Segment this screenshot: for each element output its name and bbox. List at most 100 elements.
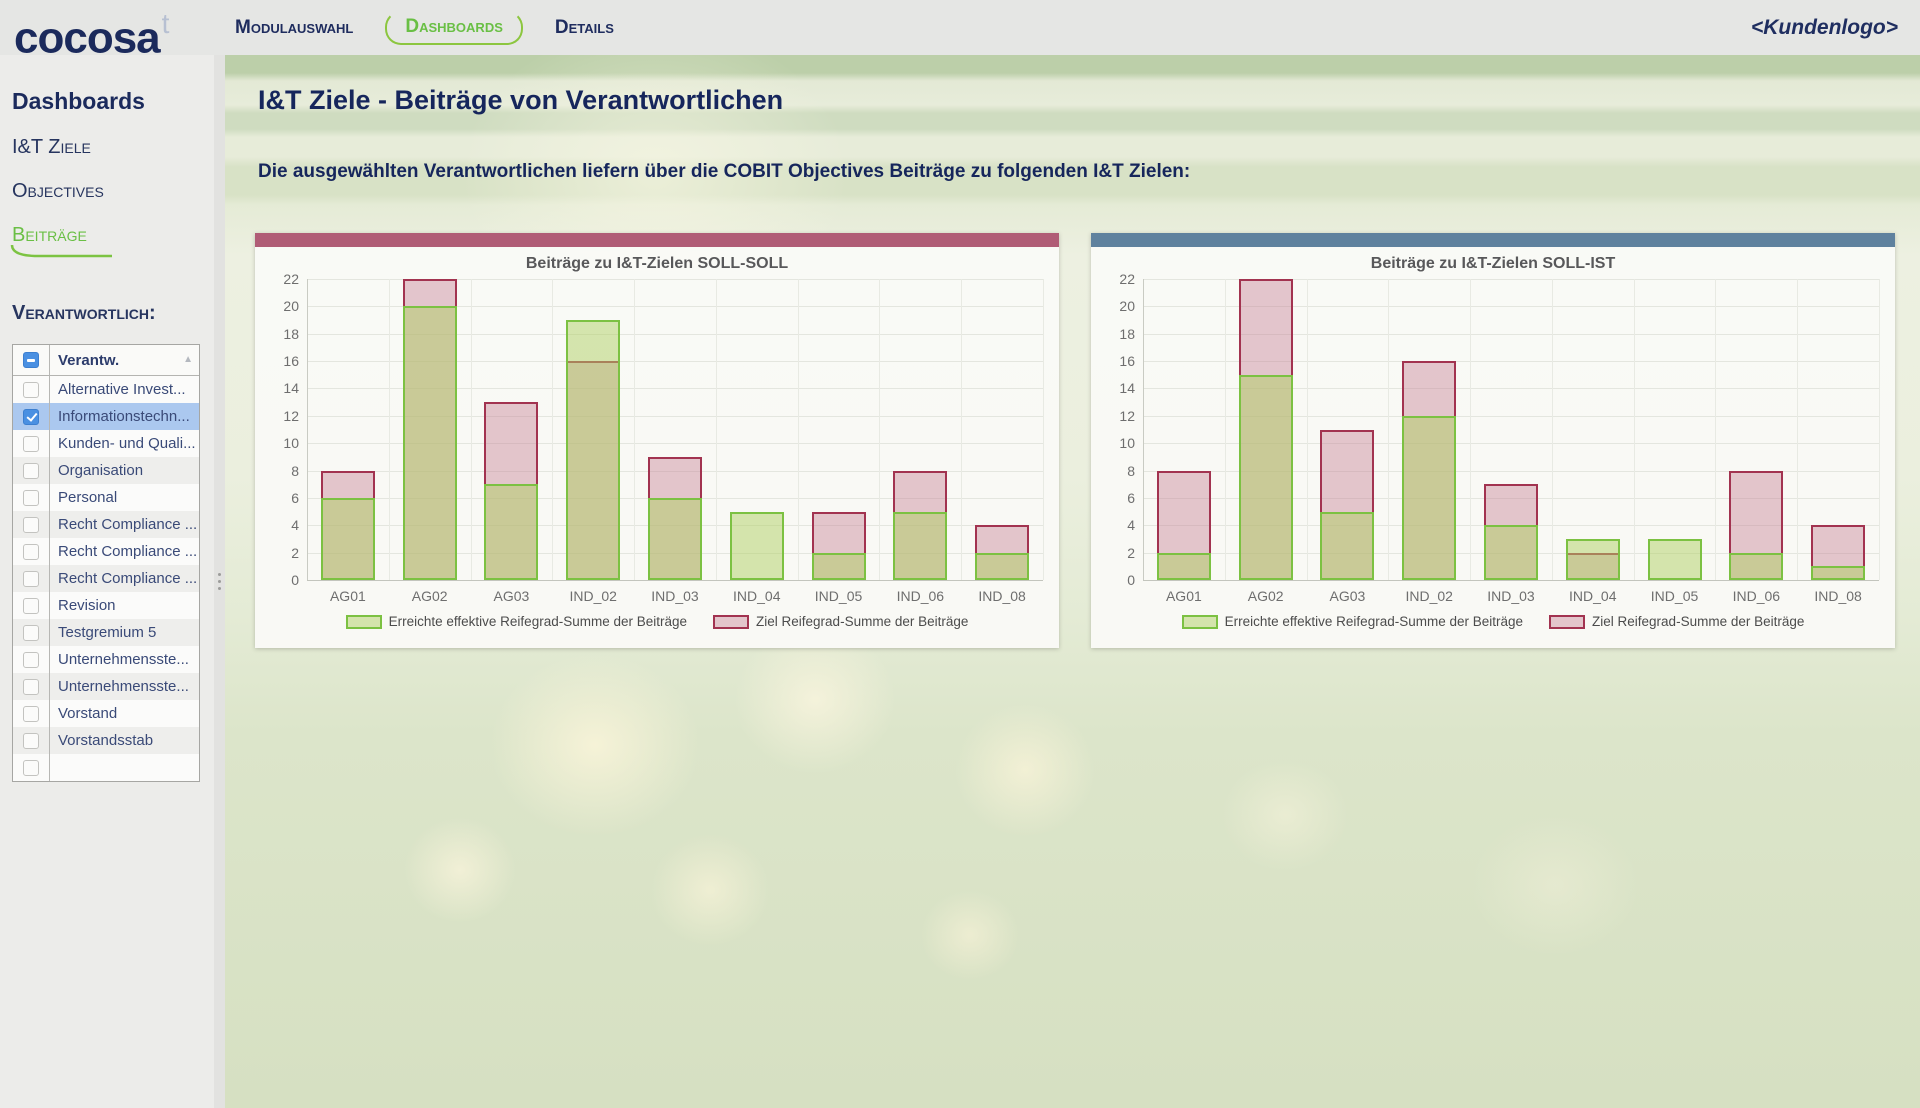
y-axis-label: 22: [1119, 271, 1135, 287]
row-checkbox[interactable]: [23, 543, 39, 560]
filter-row[interactable]: Vorstandsstab: [13, 727, 199, 754]
gridline-horizontal: [1143, 361, 1879, 363]
bar-erreicht-IND_05[interactable]: [1647, 538, 1702, 580]
filter-row[interactable]: Recht Compliance ...: [13, 565, 199, 592]
gridline-horizontal: [307, 361, 1043, 363]
row-checkbox[interactable]: [23, 624, 39, 641]
sidebar-item-it-ziele[interactable]: I&T Ziele: [12, 136, 91, 158]
legend-label: Erreichte effektive Reifegrad-Summe der …: [1224, 614, 1524, 629]
bar-erreicht-AG01[interactable]: [1156, 552, 1211, 580]
bar-erreicht-IND_02[interactable]: [1402, 415, 1457, 580]
gridline-horizontal: [1143, 333, 1879, 335]
nav-item-modulauswahl[interactable]: Modulauswahl: [235, 16, 354, 38]
row-label: Recht Compliance ...: [58, 543, 198, 560]
bar-erreicht-IND_06[interactable]: [1729, 552, 1784, 580]
filter-row[interactable]: Revision: [13, 592, 199, 619]
legend-swatch: [345, 614, 382, 629]
gridline-horizontal: [1143, 279, 1879, 280]
legend-item-ziel: Ziel Reifegrad-Summe der Beiträge: [713, 614, 968, 629]
filter-row[interactable]: [13, 754, 199, 781]
sidebar-item-beitraege[interactable]: Beiträge: [12, 224, 87, 246]
gridline-horizontal: [1143, 415, 1879, 417]
bar-erreicht-IND_03[interactable]: [648, 497, 702, 580]
filter-row[interactable]: Kunden- und Quali...: [13, 430, 199, 457]
row-checkbox[interactable]: [23, 678, 39, 695]
bar-erreicht-IND_02[interactable]: [566, 320, 621, 580]
filter-row[interactable]: Informationstechn...: [13, 403, 199, 430]
bar-erreicht-IND_04[interactable]: [729, 511, 784, 580]
row-checkbox[interactable]: [23, 732, 39, 749]
sidebar-item-objectives[interactable]: Objectives: [12, 180, 104, 202]
bar-erreicht-AG02[interactable]: [402, 306, 457, 580]
filter-row[interactable]: Organisation: [13, 457, 199, 484]
filter-row[interactable]: Personal: [13, 484, 199, 511]
legend-label: Ziel Reifegrad-Summe der Beiträge: [1592, 614, 1805, 629]
filter-row[interactable]: Vorstand: [13, 700, 199, 727]
row-checkbox[interactable]: [23, 408, 39, 425]
y-axis-label: 8: [1127, 462, 1135, 479]
nav-item-details[interactable]: Details: [554, 16, 614, 38]
row-label: Recht Compliance ...: [58, 516, 198, 533]
bar-erreicht-IND_06[interactable]: [893, 511, 948, 580]
bar-erreicht-AG02[interactable]: [1238, 374, 1293, 580]
row-checkbox[interactable]: [23, 759, 39, 776]
filter-row[interactable]: Unternehmensste...: [13, 673, 199, 700]
gridline-horizontal: [307, 470, 1043, 472]
row-checkbox[interactable]: [23, 435, 39, 452]
bar-erreicht-IND_05[interactable]: [811, 552, 866, 580]
row-checkbox[interactable]: [23, 597, 39, 614]
row-checkbox[interactable]: [23, 651, 39, 668]
bar-erreicht-IND_08[interactable]: [1811, 566, 1866, 580]
gridline-vertical: [879, 279, 881, 580]
filter-row[interactable]: Recht Compliance ...: [13, 511, 199, 538]
row-label: Revision: [58, 597, 116, 614]
bar-erreicht-AG01[interactable]: [320, 497, 375, 580]
filter-rows: Alternative Invest... Informationstechn..…: [13, 376, 199, 781]
bar-erreicht-IND_04[interactable]: [1565, 538, 1620, 580]
row-checkbox-cell: [13, 700, 50, 727]
x-axis-label: IND_02: [1405, 588, 1453, 604]
row-checkbox[interactable]: [23, 570, 39, 587]
bar-erreicht-IND_08[interactable]: [975, 552, 1030, 580]
brand-superscript: t: [161, 8, 170, 39]
gridline-vertical: [1633, 279, 1635, 580]
panel-splitter[interactable]: [214, 55, 225, 1108]
nav-item-dashboards[interactable]: Dashboards: [385, 10, 523, 45]
y-axis-label: 4: [291, 517, 299, 534]
top-nav: cocosat Modulauswahl Dashboards Details …: [0, 0, 1920, 63]
chart-legend: Erreichte effektive Reifegrad-Summe der …: [255, 614, 1059, 629]
row-checkbox[interactable]: [23, 489, 39, 506]
filter-row[interactable]: Testgremium 5: [13, 619, 199, 646]
x-axis-label: AG01: [1165, 588, 1202, 604]
brand-logo[interactable]: cocosat: [14, 0, 170, 66]
bar-erreicht-AG03[interactable]: [1320, 511, 1375, 580]
gridline-vertical: [1470, 279, 1472, 580]
gridline-vertical: [388, 279, 390, 580]
row-label: Personal: [58, 489, 118, 506]
row-checkbox[interactable]: [23, 462, 39, 479]
row-checkbox-cell: [13, 727, 50, 754]
x-axis-label: IND_03: [1487, 588, 1535, 604]
row-checkbox-cell: [13, 484, 50, 511]
filter-table: Verantw. ▲ Alternative Invest... Informat…: [12, 344, 200, 782]
chart-accent-bar: [255, 233, 1059, 247]
filter-row[interactable]: Alternative Invest...: [13, 376, 199, 403]
y-axis-label: 10: [1119, 435, 1135, 452]
row-checkbox[interactable]: [23, 381, 39, 398]
bar-erreicht-IND_03[interactable]: [1484, 525, 1538, 580]
row-checkbox-cell: [13, 457, 50, 484]
header-checkbox[interactable]: [23, 352, 39, 368]
y-axis-label: 6: [291, 489, 299, 506]
gridline-vertical: [470, 279, 472, 580]
column-header-verantw[interactable]: Verantw.: [58, 351, 120, 369]
filter-row[interactable]: Recht Compliance ...: [13, 538, 199, 565]
gridline-vertical: [1879, 279, 1880, 580]
row-checkbox[interactable]: [23, 705, 39, 722]
row-label: Informationstechn...: [58, 408, 190, 425]
legend-swatch: [713, 614, 750, 629]
bar-erreicht-AG03[interactable]: [484, 484, 539, 580]
row-checkbox[interactable]: [23, 516, 39, 533]
filter-row[interactable]: Unternehmensste...: [13, 646, 199, 673]
sort-ascending-icon[interactable]: ▲: [183, 354, 193, 365]
